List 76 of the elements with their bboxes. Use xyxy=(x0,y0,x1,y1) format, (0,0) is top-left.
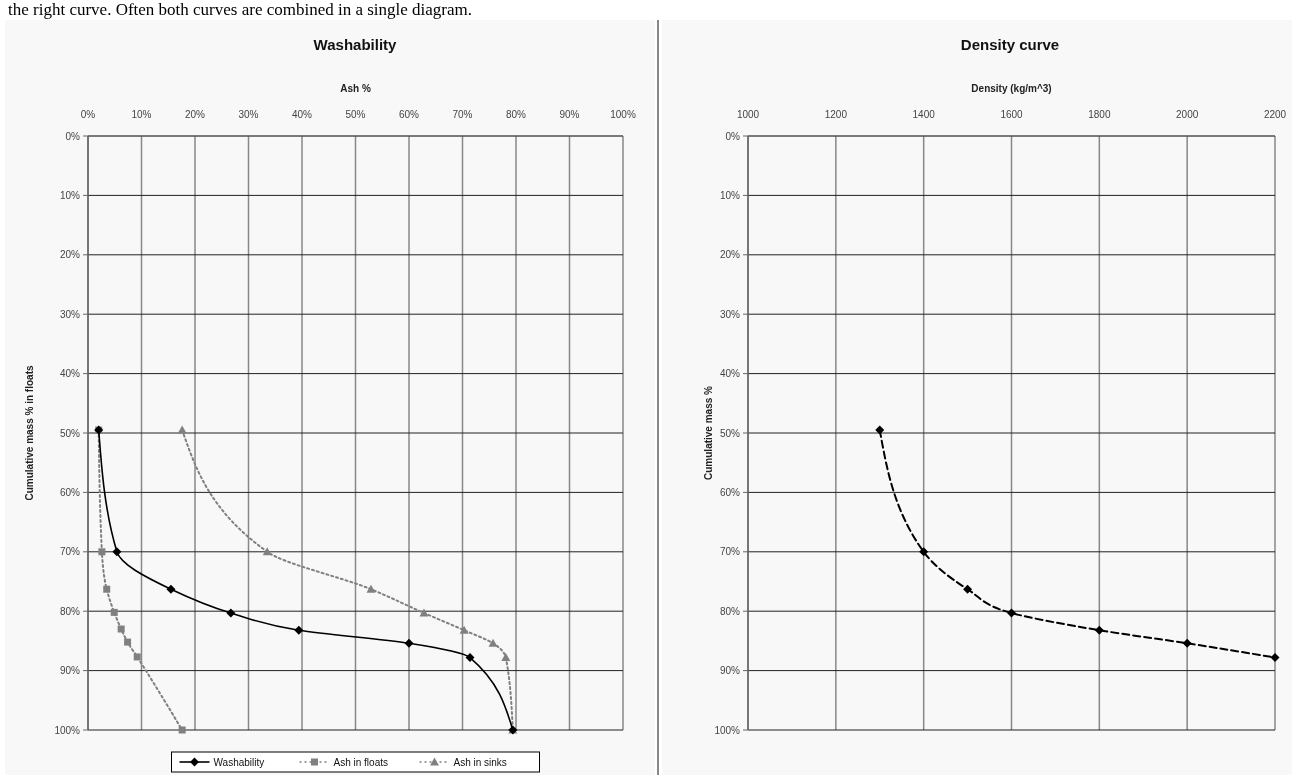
text: the right curve. Often both curves are combined in a single diagram. xyxy=(8,0,473,19)
point xyxy=(226,608,236,618)
y-tick-label: 40% xyxy=(59,368,81,380)
y-tick-label: 70% xyxy=(59,546,81,558)
point xyxy=(110,608,118,616)
x-tick-label: 70% xyxy=(452,109,473,120)
y-tick-label: 80% xyxy=(59,605,81,617)
x-tick-label: 40% xyxy=(291,109,313,120)
x-tick-label: 50% xyxy=(345,109,366,120)
point xyxy=(488,638,498,647)
x-tick-label: 60% xyxy=(398,109,420,120)
y-tick-label: 20% xyxy=(59,249,81,261)
point xyxy=(366,584,376,593)
point xyxy=(178,726,186,734)
x-tick-label: 0% xyxy=(80,109,96,120)
point xyxy=(501,653,511,662)
legend-label: Ash in sinks xyxy=(453,756,507,768)
y-tick-label: 90% xyxy=(719,665,741,677)
point xyxy=(177,425,187,434)
y-tick-label: 100% xyxy=(54,724,81,736)
y-tick-label: 10% xyxy=(59,189,81,201)
y-axis-title: Cumulative mass % in floats xyxy=(24,365,35,501)
y-tick-label: 80% xyxy=(719,605,741,617)
point xyxy=(294,625,304,635)
legend-label: Ash in floats xyxy=(333,756,388,768)
x-tick-label: 80% xyxy=(505,109,527,120)
y-tick-label: 40% xyxy=(719,368,741,380)
point xyxy=(103,585,111,593)
y-tick-label: 30% xyxy=(719,308,741,320)
y-tick-label: 10% xyxy=(719,189,741,201)
point xyxy=(919,547,929,557)
point xyxy=(1270,653,1280,663)
y-tick-label: 60% xyxy=(59,486,81,498)
point xyxy=(166,584,176,594)
legend-label: Washability xyxy=(213,756,265,768)
y-tick-label: 0% xyxy=(725,130,741,142)
point xyxy=(124,638,132,646)
y-tick-label: 0% xyxy=(65,130,81,142)
y-tick-label: 20% xyxy=(719,249,741,261)
x-tick-label: 30% xyxy=(238,109,259,120)
point xyxy=(133,653,141,661)
x-tick-label: 20% xyxy=(184,109,206,120)
y-tick-label: 90% xyxy=(59,665,81,677)
x-tick-label: 1000 xyxy=(736,109,760,120)
point xyxy=(963,584,973,594)
x-tick-label: 1800 xyxy=(1088,109,1111,120)
x-tick-label: 2200 xyxy=(1263,109,1287,120)
x-tick-label: 1400 xyxy=(912,109,936,120)
y-tick-label: 70% xyxy=(719,546,741,558)
x-tick-label: 90% xyxy=(559,109,580,120)
point xyxy=(117,625,125,633)
x-tick-label: 2000 xyxy=(1176,109,1199,120)
point xyxy=(459,625,469,634)
x-axis-title: Density (kg/m^3) xyxy=(971,83,1052,94)
y-tick-label: 50% xyxy=(719,427,741,439)
x-tick-label: 1200 xyxy=(824,109,848,120)
y-tick-label: 60% xyxy=(719,486,741,498)
point xyxy=(1007,608,1016,618)
y-tick-label: 100% xyxy=(714,724,741,736)
point xyxy=(98,548,106,556)
point xyxy=(404,638,414,648)
point xyxy=(1094,625,1104,635)
x-tick-label: 10% xyxy=(131,109,152,120)
x-tick-label: 1600 xyxy=(1000,109,1024,120)
y-tick-label: 30% xyxy=(59,308,81,320)
point xyxy=(465,653,475,663)
point xyxy=(112,547,122,557)
chart-title: Washability xyxy=(313,36,398,53)
x-tick-label: 100% xyxy=(610,109,636,120)
x-axis-title: Ash % xyxy=(340,83,371,94)
chart-title: Density curve xyxy=(960,36,1060,53)
point xyxy=(1182,638,1192,648)
point xyxy=(262,547,272,556)
point xyxy=(875,425,885,435)
y-axis-title: Cumulative mass % xyxy=(703,385,714,480)
y-tick-label: 50% xyxy=(59,427,81,439)
